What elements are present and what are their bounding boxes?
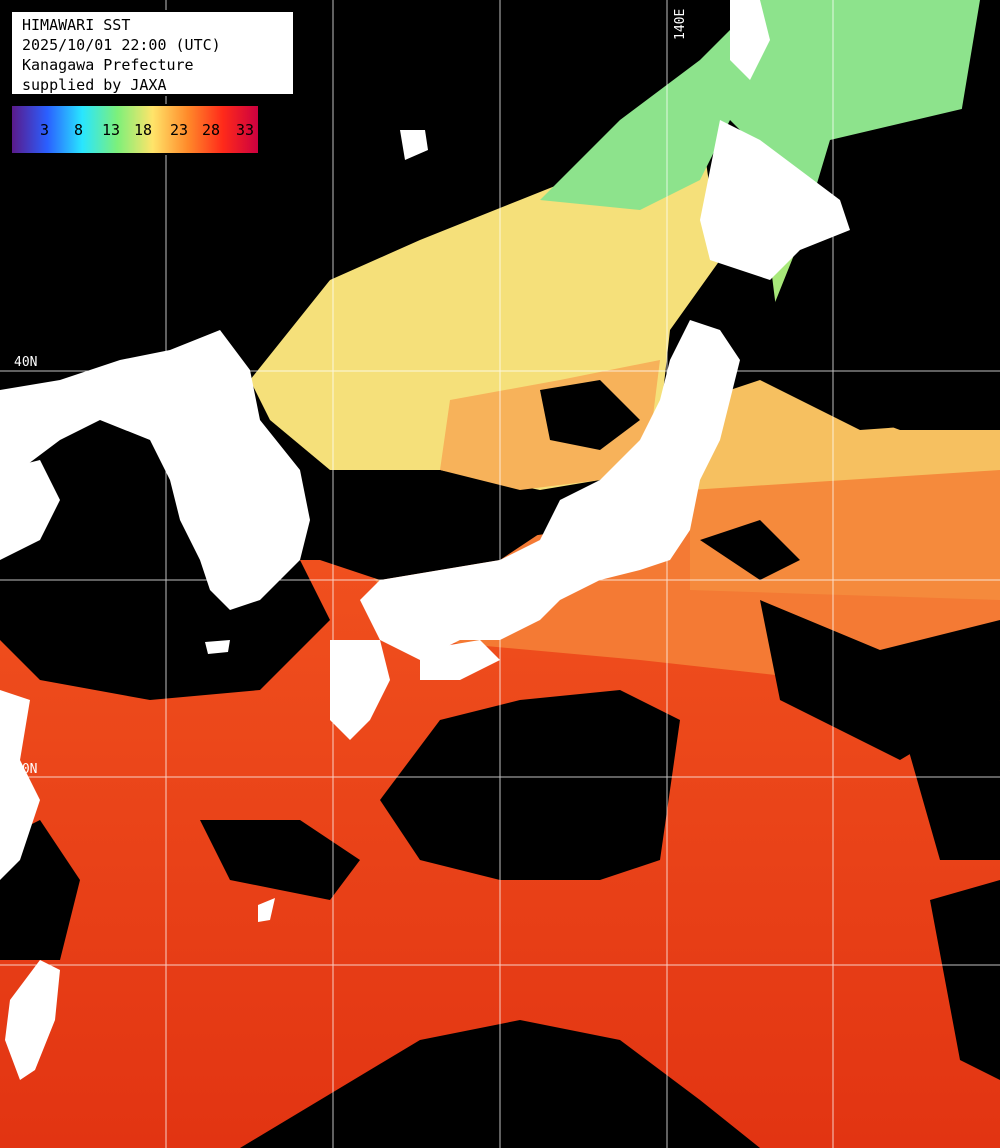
lat-40-label: 40N <box>14 355 37 370</box>
mainland-coast <box>0 460 60 560</box>
kyushu <box>330 640 390 740</box>
landmass <box>0 0 850 1080</box>
color-scale-tick: 8 <box>74 121 84 139</box>
color-scale-tick: 33 <box>236 121 255 139</box>
info-box: HIMAWARI SST 2025/10/01 22:00 (UTC) Kana… <box>10 10 295 96</box>
lat-30-label: 30N <box>14 762 37 777</box>
east-china-coast <box>0 690 40 880</box>
hokkaido <box>700 120 850 280</box>
color-scale-tick: 28 <box>202 121 221 139</box>
supplier: supplied by JAXA <box>22 76 167 94</box>
lon-140-label: 140E <box>673 9 688 40</box>
source-prefecture: Kanagawa Prefecture <box>22 56 194 74</box>
sst-color-scale: 3 8 13 18 23 28 33 <box>10 104 260 155</box>
color-scale-tick: 18 <box>134 121 153 139</box>
color-scale-tick: 13 <box>102 121 121 139</box>
color-scale-tick: 3 <box>40 121 50 139</box>
small-island <box>258 898 275 922</box>
honshu <box>360 320 740 660</box>
small-island <box>205 640 230 654</box>
shikoku <box>420 640 500 680</box>
color-scale-labels: 3 8 13 18 23 28 33 <box>12 106 258 153</box>
product-title: HIMAWARI SST <box>22 16 131 34</box>
korean-peninsula <box>0 330 310 610</box>
small-island <box>400 130 428 160</box>
sakhalin <box>730 0 770 80</box>
taiwan <box>5 960 60 1080</box>
timestamp: 2025/10/01 22:00 (UTC) <box>22 36 221 54</box>
color-scale-tick: 23 <box>170 121 189 139</box>
